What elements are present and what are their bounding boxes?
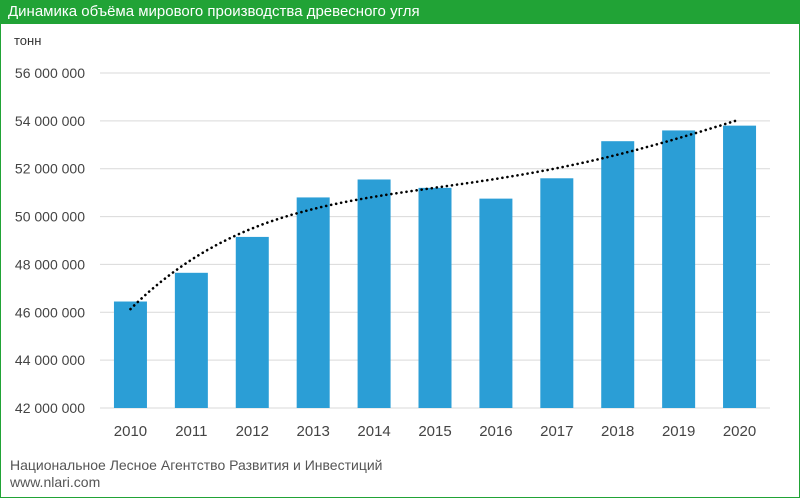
trendline — [129, 118, 741, 311]
bar — [601, 141, 635, 409]
y-tick-label: 50 000 000 — [15, 209, 85, 225]
x-tick-label: 2011 — [175, 423, 207, 440]
x-tick-label: 2014 — [357, 423, 390, 440]
bar — [479, 198, 513, 408]
footer-organization: Национальное Лесное Агентство Развития и… — [10, 457, 383, 473]
y-axis-unit-label: тонн — [14, 33, 42, 48]
x-tick-label: 2010 — [114, 423, 147, 440]
y-tick-label: 52 000 000 — [15, 161, 85, 177]
bar — [357, 179, 391, 408]
y-tick-label: 48 000 000 — [15, 256, 85, 272]
y-tick-label: 54 000 000 — [15, 113, 85, 129]
x-tick-label: 2019 — [662, 423, 695, 440]
bar — [540, 178, 574, 408]
bar — [174, 272, 208, 408]
x-tick-label: 2015 — [418, 423, 451, 440]
bar — [113, 301, 147, 408]
bar — [296, 197, 330, 408]
footer-website[interactable]: www.nlari.com — [10, 474, 101, 490]
y-tick-label: 44 000 000 — [15, 352, 85, 368]
bar — [418, 187, 452, 408]
bar — [723, 125, 757, 409]
bar — [235, 236, 269, 408]
y-tick-label: 46 000 000 — [15, 304, 85, 320]
y-tick-label: 42 000 000 — [15, 400, 85, 416]
x-tick-label: 2018 — [601, 423, 634, 440]
y-tick-label: 56 000 000 — [15, 65, 85, 81]
bar — [662, 130, 696, 408]
x-tick-label: 2013 — [296, 423, 329, 440]
x-tick-label: 2020 — [723, 423, 756, 440]
chart-title: Динамика объёма мирового производства др… — [0, 0, 800, 24]
x-tick-label: 2016 — [479, 423, 512, 440]
x-tick-label: 2017 — [540, 423, 573, 440]
x-tick-label: 2012 — [236, 423, 269, 440]
